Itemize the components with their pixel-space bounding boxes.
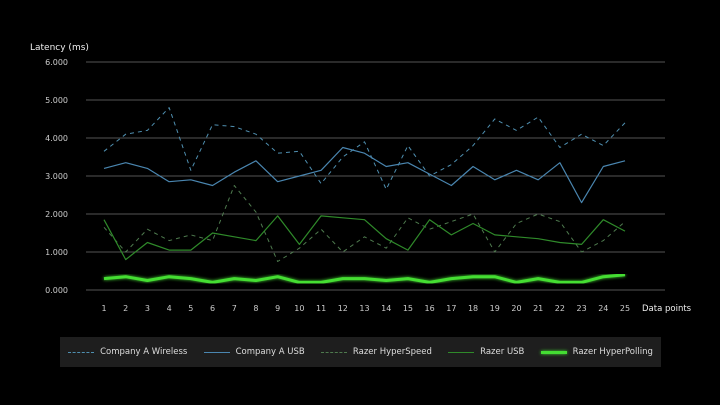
- legend-swatch: [320, 351, 347, 353]
- x-tick-label: 11: [316, 304, 326, 313]
- x-tick-label: 21: [533, 304, 543, 313]
- legend-swatch: [203, 351, 230, 353]
- legend-swatch: [448, 351, 475, 353]
- x-tick-label: 14: [381, 304, 391, 313]
- y-tick-label: 4.000: [45, 134, 68, 143]
- x-tick-label: 7: [232, 304, 237, 313]
- legend-item: Razer USB: [448, 347, 524, 357]
- y-tick-label: 6.000: [45, 58, 68, 67]
- x-tick-label: 6: [210, 304, 215, 313]
- y-tick-label: 5.000: [45, 96, 68, 105]
- x-tick-label: 19: [490, 304, 500, 313]
- x-tick-label: 17: [446, 304, 456, 313]
- legend-item: Company A USB: [203, 347, 305, 357]
- legend-swatch: [540, 350, 567, 354]
- x-tick-label: 5: [188, 304, 193, 313]
- series-line-company-a-usb: [103, 146, 626, 204]
- legend-label: Razer USB: [480, 347, 525, 357]
- x-axis-label: Data points: [642, 304, 692, 314]
- x-tick-label: 13: [359, 304, 369, 313]
- x-tick-label: 9: [275, 304, 280, 313]
- x-tick-label: 22: [555, 304, 565, 313]
- y-axis-label: Latency (ms): [30, 43, 89, 53]
- legend: Company A Wireless Company A USB Razer Hyp…: [60, 337, 661, 367]
- x-tick-label: 18: [468, 304, 478, 313]
- legend-swatch: [68, 351, 95, 353]
- x-tick-label: 24: [598, 304, 608, 313]
- x-tick-label: 16: [425, 304, 435, 313]
- y-tick-label: 3.000: [45, 172, 68, 181]
- x-tick-label: 20: [511, 304, 521, 313]
- x-tick-label: 15: [403, 304, 413, 313]
- legend-label: Company A USB: [235, 347, 305, 357]
- legend-label: Razer HyperSpeed: [352, 347, 432, 357]
- x-tick-label: 12: [338, 304, 348, 313]
- x-tick-label: 3: [145, 304, 150, 313]
- y-tick-label: 2.000: [45, 210, 68, 219]
- x-tick-label: 4: [167, 304, 172, 313]
- x-tick-label: 1: [101, 304, 106, 313]
- x-tick-label: 10: [294, 304, 304, 313]
- x-tick-label: 8: [253, 304, 258, 313]
- legend-item: Company A Wireless: [68, 347, 187, 357]
- legend-item: Razer HyperPolling: [540, 347, 653, 357]
- legend-label: Company A Wireless: [100, 347, 188, 357]
- x-tick-label: 25: [620, 304, 630, 313]
- series-line-razer-usb: [103, 215, 626, 261]
- x-tick-label: 2: [123, 304, 128, 313]
- latency-chart: Latency (ms) 0.000 1.000 2.000 3.000 4.000 5.0…: [30, 43, 692, 314]
- y-tick-label: 0.000: [45, 286, 68, 295]
- series-line-company-a-wireless: [103, 107, 626, 190]
- x-tick-label: 23: [576, 304, 586, 313]
- legend-item: Razer HyperSpeed: [320, 347, 432, 357]
- legend-label: Razer HyperPolling: [572, 347, 653, 357]
- y-tick-label: 1.000: [45, 248, 68, 257]
